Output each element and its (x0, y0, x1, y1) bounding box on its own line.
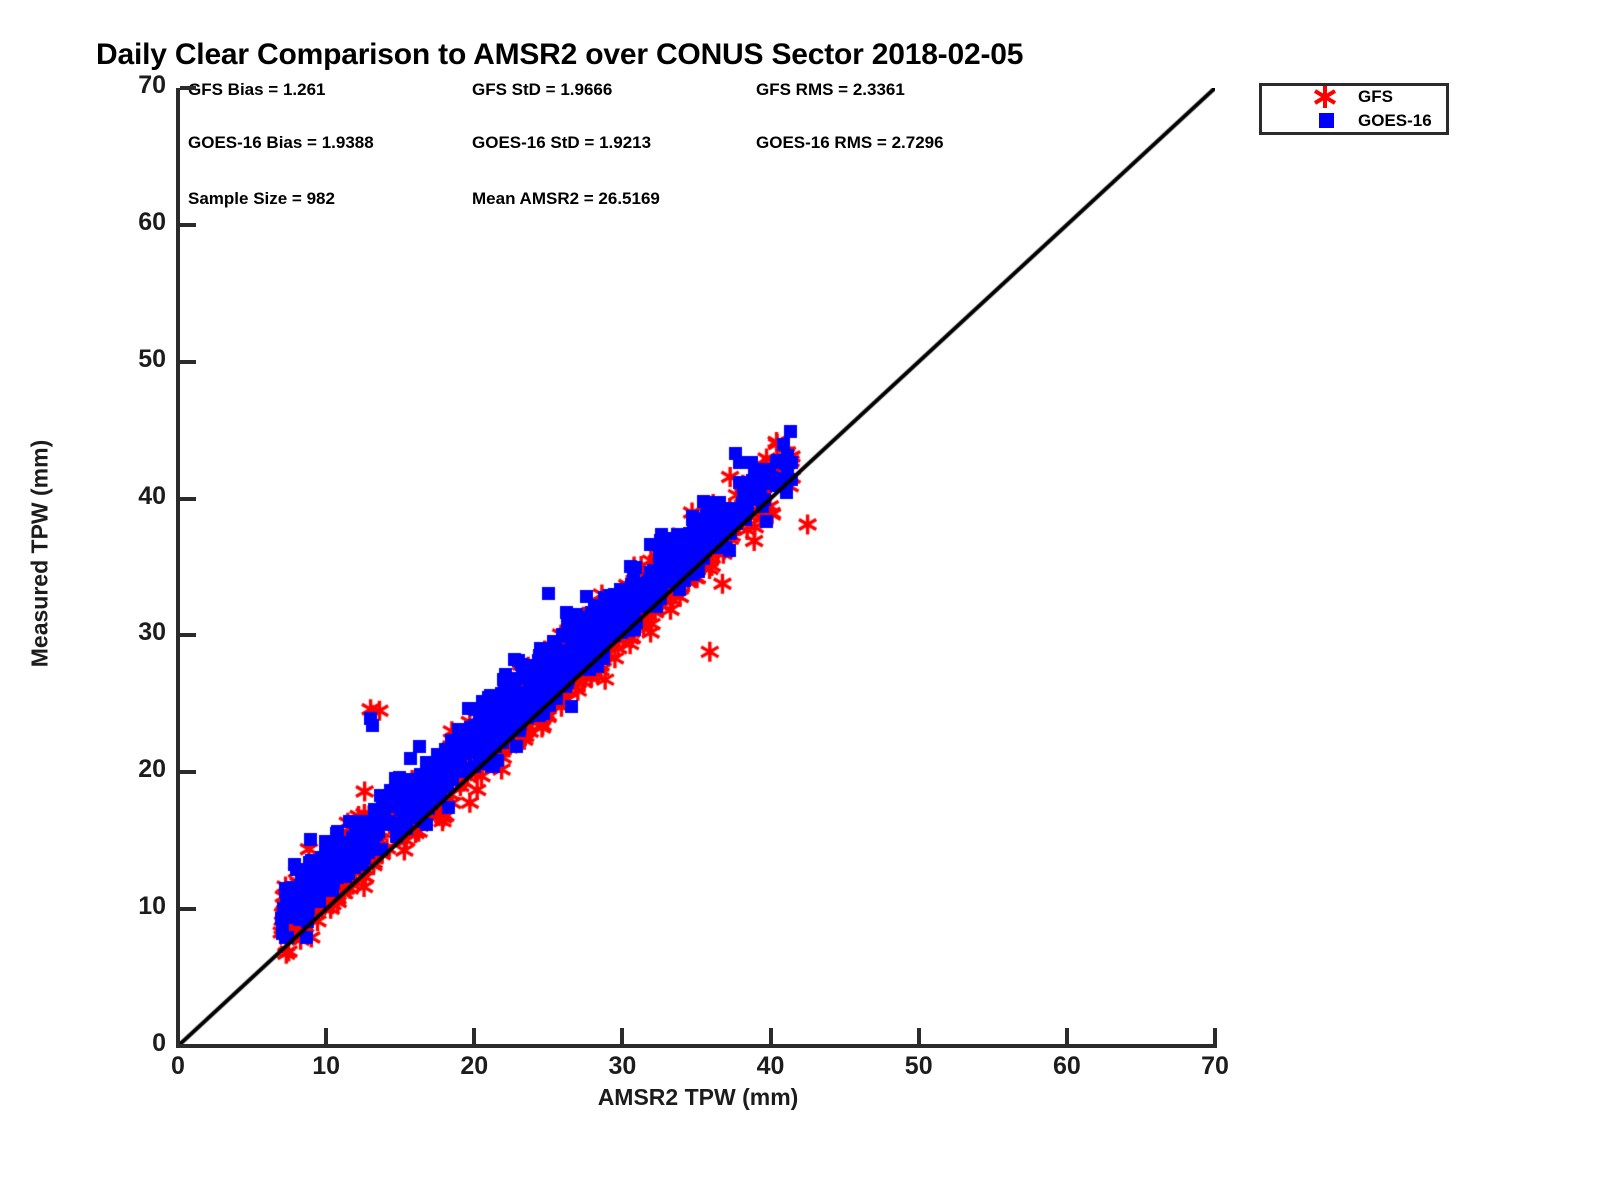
y-tick-label: 50 (138, 344, 166, 373)
y-tick-label: 30 (138, 618, 166, 647)
x-tick-label: 0 (171, 1052, 185, 1080)
x-tick-label: 50 (904, 1052, 933, 1080)
x-tick-mark (916, 1028, 921, 1046)
x-tick-mark (176, 1028, 180, 1046)
x-axis-title: AMSR2 TPW (mm) (597, 1084, 799, 1110)
y-tick-mark (180, 222, 196, 227)
y-axis-line (176, 88, 180, 1048)
x-tick-label: 10 (312, 1052, 341, 1080)
legend-item-goes-16: GOES-16 (1262, 108, 1452, 134)
legend-label-gfs: GFS (1358, 87, 1393, 106)
legend: GFS GOES-16 (1259, 83, 1449, 135)
x-axis-line (178, 1044, 1217, 1048)
y-tick-label: 70 (138, 71, 166, 99)
y-tick-label: 40 (138, 481, 166, 510)
y-axis-title: Measured TPW (mm) (26, 439, 53, 668)
square-marker-icon (1319, 113, 1334, 128)
x-tick-mark (768, 1028, 773, 1046)
y-tick-label: 60 (138, 207, 166, 236)
x-tick-mark (1064, 1028, 1069, 1046)
x-tick-mark (1213, 1028, 1217, 1046)
asterisk-marker-icon (1313, 86, 1337, 108)
y-tick-mark (180, 633, 196, 638)
x-tick-label: 40 (756, 1052, 785, 1080)
x-tick-label: 30 (608, 1052, 637, 1080)
x-tick-mark (472, 1028, 477, 1046)
x-tick-mark (324, 1028, 329, 1046)
y-tick-label: 0 (152, 1029, 166, 1057)
page-title: Daily Clear Comparison to AMSR2 over CON… (96, 38, 1024, 71)
plot-area (178, 88, 1215, 1046)
x-tick-label: 20 (460, 1052, 489, 1080)
y-tick-mark (180, 359, 196, 364)
scatter-canvas (178, 88, 1215, 1046)
y-tick-mark (180, 86, 196, 90)
legend-item-gfs: GFS (1262, 84, 1452, 110)
x-tick-label: 60 (1052, 1052, 1081, 1080)
y-tick-mark (180, 907, 196, 912)
y-tick-label: 10 (138, 892, 166, 921)
x-tick-label: 70 (1201, 1052, 1229, 1080)
x-tick-mark (620, 1028, 625, 1046)
y-tick-label: 20 (138, 755, 166, 784)
y-tick-mark (180, 496, 196, 501)
y-tick-mark (180, 1044, 196, 1048)
legend-label-goes-16: GOES-16 (1358, 111, 1432, 130)
y-tick-mark (180, 770, 196, 775)
